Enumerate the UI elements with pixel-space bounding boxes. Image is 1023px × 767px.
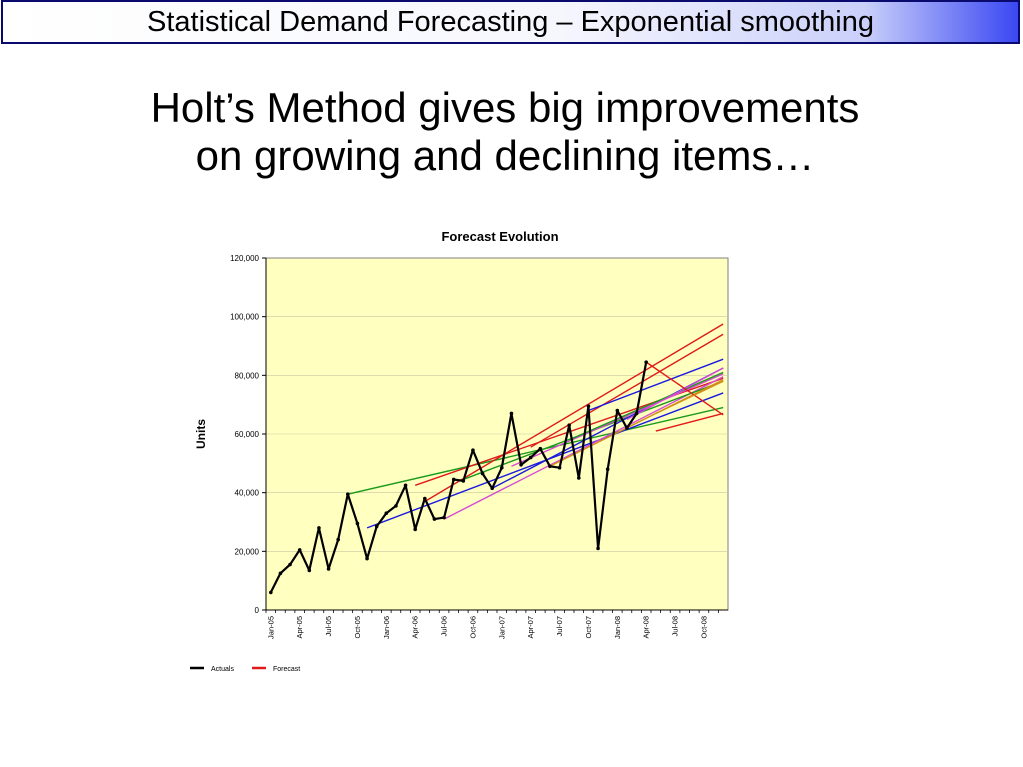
- actuals-layer: [269, 360, 648, 595]
- actuals-point: [384, 511, 389, 515]
- chart-legend: Actuals Forecast: [190, 666, 300, 673]
- x-tick-label: Jan-05: [266, 616, 275, 639]
- actuals-point: [269, 590, 273, 595]
- actuals-point: [442, 515, 446, 520]
- x-tick-label: Jul-07: [555, 616, 564, 636]
- actuals-point: [557, 465, 562, 470]
- actuals-point: [432, 517, 437, 521]
- actuals-point: [413, 527, 417, 532]
- x-tick-label: Oct-07: [584, 616, 593, 639]
- actuals-point: [297, 548, 302, 552]
- forecast-layer: [347, 323, 724, 529]
- actuals-point: [615, 408, 620, 413]
- x-tick-label: Oct-05: [353, 616, 362, 639]
- actuals-point: [528, 455, 533, 460]
- actuals-point: [423, 496, 427, 501]
- forecast-line: [655, 380, 724, 415]
- y-tick-label: 100,000: [230, 313, 259, 322]
- forecast-line: [549, 379, 724, 467]
- grid-layer: [266, 316, 728, 552]
- forecast-line: [347, 406, 724, 495]
- forecast-line: [626, 367, 724, 420]
- actuals-point: [394, 504, 398, 508]
- y-tick-label: 120,000: [230, 254, 259, 263]
- actuals-point: [403, 483, 408, 488]
- x-tick-label: Oct-06: [468, 616, 477, 639]
- actuals-point: [625, 426, 629, 430]
- y-tick-label: 60,000: [235, 430, 260, 439]
- slide-header-title: Statistical Demand Forecasting – Exponen…: [147, 5, 874, 38]
- actuals-point: [288, 562, 292, 567]
- x-tick-label: Apr-05: [295, 616, 304, 639]
- y-tick-label: 40,000: [235, 489, 260, 498]
- forecast-line: [424, 323, 724, 503]
- headline-line-1: Holt’s Method gives big improvements: [150, 84, 860, 131]
- x-tick-label: Apr-06: [411, 616, 420, 639]
- forecast-line: [645, 361, 724, 416]
- x-tick-label: Apr-08: [642, 616, 651, 639]
- forecast-line: [655, 412, 724, 432]
- headline: Holt’s Method gives big improvements on …: [60, 84, 950, 180]
- forecast-line: [511, 373, 724, 467]
- actuals-point: [471, 448, 475, 452]
- actuals-point: [307, 568, 312, 573]
- x-tick-label: Jul-06: [440, 616, 449, 636]
- chart-title: Forecast Evolution: [441, 229, 558, 244]
- actuals-point: [577, 476, 581, 480]
- actuals-point: [317, 526, 321, 530]
- y-tick-label: 20,000: [235, 547, 260, 556]
- actuals-point: [374, 524, 379, 529]
- x-tick-label: Apr-07: [526, 616, 535, 639]
- actuals-point: [596, 546, 600, 551]
- x-tick-label: Jul-05: [324, 616, 333, 636]
- actuals-point: [336, 537, 340, 542]
- actuals-point: [451, 477, 456, 482]
- forecast-line: [568, 371, 724, 441]
- actuals-point: [634, 411, 639, 416]
- actuals-point: [567, 423, 571, 428]
- actuals-point: [605, 467, 610, 472]
- legend-actuals-label: Actuals: [211, 666, 234, 673]
- actuals-point: [519, 463, 523, 467]
- actuals-point: [365, 556, 369, 561]
- title-bar: Statistical Demand Forecasting – Exponen…: [1, 0, 1020, 44]
- y-tick-label: 80,000: [235, 371, 260, 380]
- actuals-point: [500, 465, 504, 470]
- x-tick-label: Oct-08: [699, 616, 708, 639]
- actuals-point: [538, 446, 543, 451]
- forecast-line: [588, 358, 724, 412]
- y-tick-label: 0: [255, 606, 260, 615]
- actuals-point: [355, 521, 360, 526]
- actuals-point: [480, 471, 485, 476]
- x-tick-label: Jan-07: [497, 616, 506, 639]
- headline-line-2: on growing and declining items…: [195, 132, 815, 179]
- actuals-point: [490, 486, 494, 491]
- x-tick-label: Jan-06: [382, 616, 391, 639]
- actuals-point: [644, 360, 648, 364]
- actuals-point: [548, 464, 552, 469]
- x-tick-label: Jul-08: [671, 616, 680, 636]
- actuals-point: [509, 411, 514, 416]
- x-tick-label: Jan-08: [613, 616, 622, 639]
- actuals-point: [461, 479, 466, 483]
- y-axis-label: Units: [194, 419, 208, 449]
- actuals-point: [346, 492, 350, 496]
- legend-forecast-label: Forecast: [273, 666, 300, 673]
- actuals-point: [326, 567, 331, 571]
- forecast-line: [530, 333, 724, 448]
- axis-layer: 0 20,000 40,000 60,000 80,000 100,000 120,000 J…: [230, 254, 728, 639]
- actuals-point: [278, 571, 283, 576]
- actuals-line: [269, 361, 648, 593]
- actuals-point: [586, 404, 591, 408]
